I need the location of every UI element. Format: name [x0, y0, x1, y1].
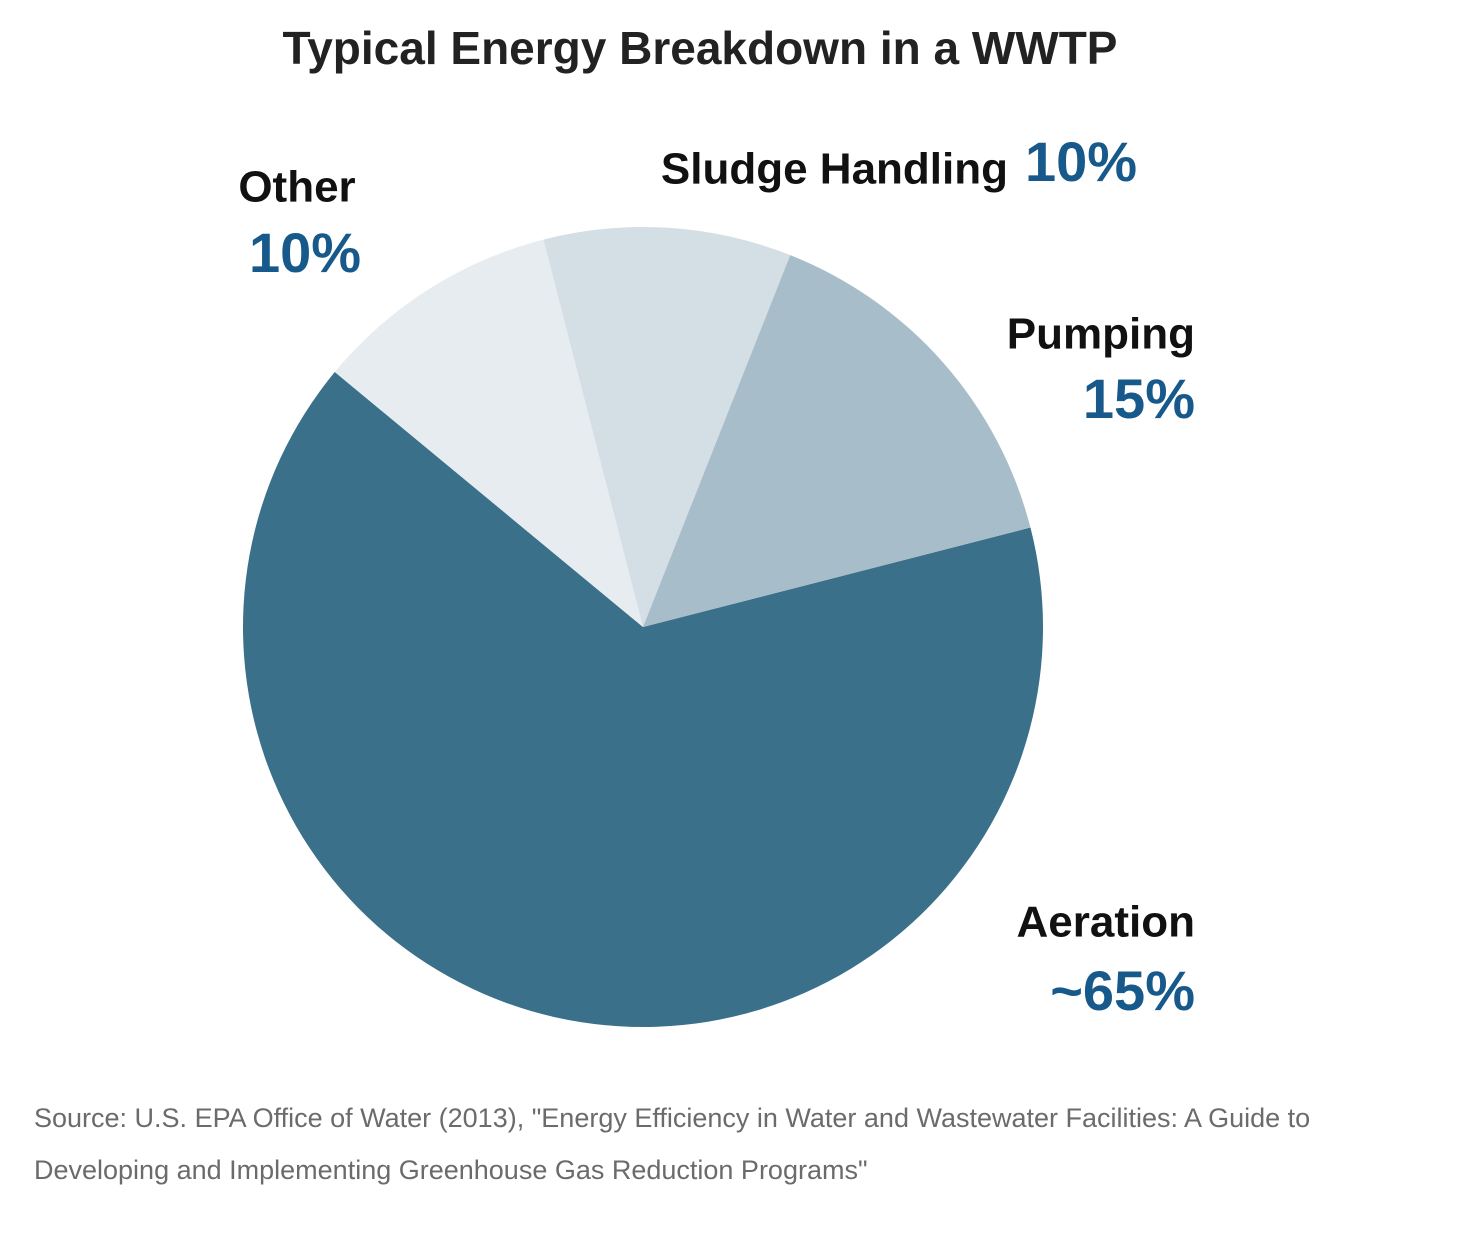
slice-label: Other: [238, 163, 355, 212]
source-note: Source: U.S. EPA Office of Water (2013),…: [34, 1103, 1311, 1185]
slice-value-label: 15%: [1083, 367, 1195, 430]
pie-slice: [543, 227, 791, 627]
chart: Typical Energy Breakdown in a WWTP Aerat…: [238, 22, 1195, 1028]
chart-title: Typical Energy Breakdown in a WWTP: [283, 22, 1118, 74]
slice-value-label: ~65%: [1050, 959, 1195, 1022]
pie-slice: [334, 239, 643, 627]
slice-value-label: 10%: [1025, 130, 1137, 193]
pie-slice: [643, 255, 1031, 627]
slice-label: Pumping: [1007, 310, 1195, 359]
slice-value-label: 10%: [249, 221, 361, 284]
pie-slice: [242, 372, 1044, 1028]
slice-label: Aeration: [1017, 898, 1195, 947]
slice-label: Sludge Handling: [661, 145, 1008, 194]
